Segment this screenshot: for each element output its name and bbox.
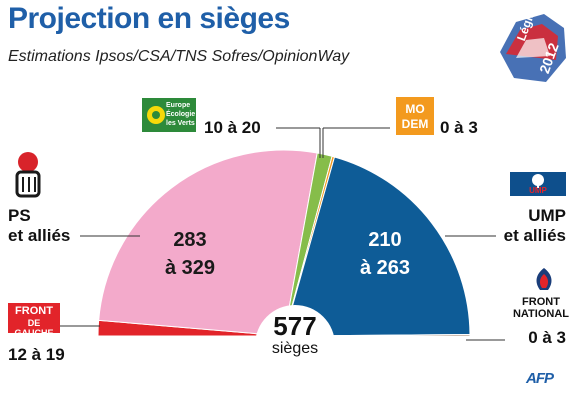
eelv-logo-line2: Écologie <box>166 111 196 118</box>
ump-label-line1: UMP <box>528 206 566 225</box>
slice-ump-et-alli-s <box>283 156 471 337</box>
fg-logo-line1: FRONT <box>15 305 53 317</box>
legislatives-map-icon <box>500 14 566 82</box>
legislatives-logo: Législatives 2012 <box>486 0 572 88</box>
ump-logo: UMP <box>510 172 566 196</box>
fn-label-line1: FRONT <box>522 296 560 308</box>
modem-logo-line1: MO <box>405 102 425 116</box>
fn-value: 0 à 3 <box>528 328 566 347</box>
total-seats-value: 577 <box>273 311 317 341</box>
sunflower-icon <box>147 106 165 124</box>
ps-label-line2: et alliés <box>8 226 71 245</box>
fn-logo <box>530 266 558 292</box>
flame-icon <box>536 268 552 290</box>
chart-subtitle: Estimations Ipsos/CSA/TNS Sofres/Opinion… <box>8 48 350 65</box>
fg-value: 12 à 19 <box>8 345 65 364</box>
ps-label-line1: PS <box>8 206 31 225</box>
fg-logo-line2: DE GAUCHE <box>14 318 54 338</box>
afp-logo: AFP <box>526 370 554 387</box>
total-seats-label: sièges <box>271 340 319 357</box>
ps-inner-value-2: à 329 <box>164 257 216 279</box>
fg-logo: FRONT DE GAUCHE <box>8 303 60 338</box>
eelv-logo: Europe Écologie les Verts <box>142 98 196 132</box>
ump-label-line2: et alliés <box>503 226 566 245</box>
eelv-logo-line3: les Verts <box>166 120 195 127</box>
modem-logo: MO DEM <box>396 97 434 135</box>
eelv-logo-line1: Europe <box>166 102 191 109</box>
chart-title: Projection en sièges <box>8 2 290 35</box>
rose-fist-icon <box>15 152 41 198</box>
fn-label-line2: NATIONAL <box>512 308 569 320</box>
eelv-value: 10 à 20 <box>204 118 261 137</box>
modem-logo-line2: DEM <box>401 117 429 131</box>
ps-logo <box>8 150 46 198</box>
modem-value: 0 à 3 <box>440 118 478 137</box>
ump-logo-text: UMP <box>529 186 547 195</box>
ump-inner-value-2: à 263 <box>359 257 411 279</box>
ump-inner-value-1: 210 <box>368 229 402 251</box>
tree-icon <box>532 174 544 188</box>
total-center <box>255 305 335 385</box>
slice-ps-et-alli-s <box>98 149 318 337</box>
ps-inner-value-1: 283 <box>173 229 207 251</box>
